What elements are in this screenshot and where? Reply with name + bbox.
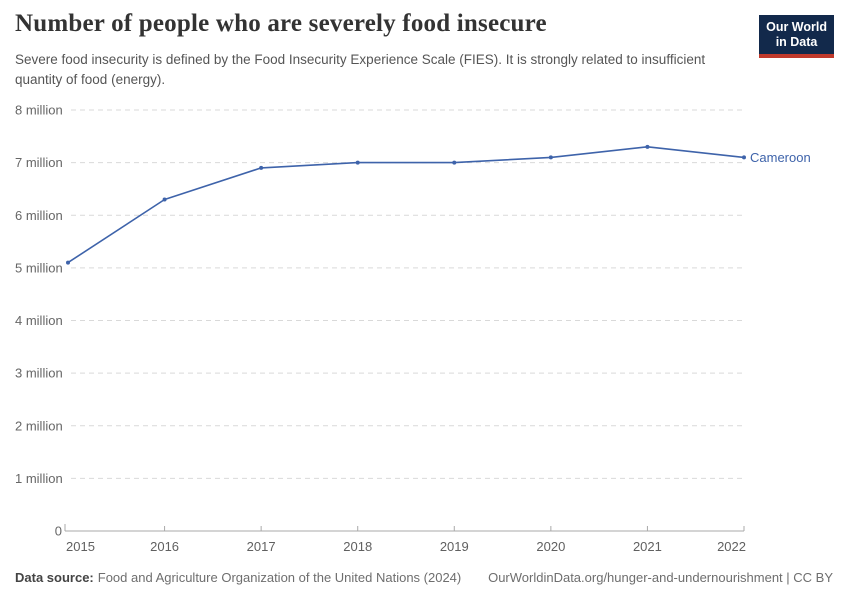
data-point[interactable] xyxy=(452,160,457,165)
y-tick-label: 2 million xyxy=(15,418,63,433)
data-point[interactable] xyxy=(645,144,650,149)
data-source: Data source: Food and Agriculture Organiz… xyxy=(15,570,461,585)
chart-subtitle: Severe food insecurity is defined by the… xyxy=(15,52,706,87)
x-tick-label: 2016 xyxy=(150,539,179,554)
data-source-label: Data source: xyxy=(15,570,94,585)
data-point[interactable] xyxy=(355,160,360,165)
y-tick-label: 4 million xyxy=(15,313,63,328)
y-tick-label: 1 million xyxy=(15,471,63,486)
x-tick-label: 2017 xyxy=(247,539,276,554)
y-tick-label: 5 million xyxy=(15,260,63,275)
data-point[interactable] xyxy=(162,197,167,202)
chart-footer: Data source: Food and Agriculture Organiz… xyxy=(15,570,833,585)
owid-logo-line1: Our World xyxy=(766,20,827,34)
y-tick-label: 3 million xyxy=(15,366,63,381)
series-line[interactable] xyxy=(67,146,745,264)
y-tick-label: 0 xyxy=(55,524,62,539)
owid-logo[interactable]: Our World in Data xyxy=(759,15,834,58)
footer-link[interactable]: OurWorldinData.org/hunger-and-undernouri… xyxy=(488,570,833,585)
x-tick-label: 2021 xyxy=(633,539,662,554)
y-tick-label: 7 million xyxy=(15,155,63,170)
x-tick-label: 2019 xyxy=(440,539,469,554)
y-tick-label: 8 million xyxy=(15,103,63,118)
data-point[interactable] xyxy=(548,155,553,160)
x-tick-label: 2015 xyxy=(66,539,95,554)
y-tick-label: 6 million xyxy=(15,208,63,223)
x-tick-label: 2020 xyxy=(536,539,565,554)
data-point[interactable] xyxy=(742,155,746,160)
data-point[interactable] xyxy=(66,260,70,265)
owid-logo-line2: in Data xyxy=(775,34,818,49)
series-label[interactable]: Cameroon xyxy=(750,150,811,165)
x-tick-label: 2018 xyxy=(343,539,372,554)
data-source-text: Food and Agriculture Organization of the… xyxy=(97,570,462,585)
data-point[interactable] xyxy=(259,165,264,170)
page-title: Number of people who are severely food i… xyxy=(15,10,547,37)
x-tick-label: 2022 xyxy=(717,539,746,554)
